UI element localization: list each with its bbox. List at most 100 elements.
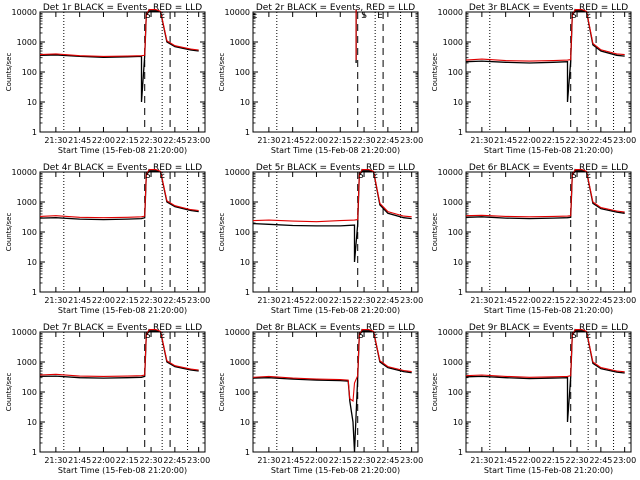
marker-label: E xyxy=(252,11,258,21)
x-tick-label: 22:15 xyxy=(542,136,565,145)
x-tick-label: 21:30 xyxy=(257,136,280,145)
panel-title: Det 8r BLACK = Events, RED = LLD xyxy=(256,323,415,333)
panel-9: Det 9r BLACK = Events, RED = LLD 1 10 100 10… xyxy=(431,323,636,475)
x-tick-label: 21:45 xyxy=(494,296,517,305)
marker-label: E xyxy=(585,11,591,21)
y-tick-label: 10000 xyxy=(225,8,250,17)
y-tick-label: 10000 xyxy=(12,328,37,337)
y-tick-label: 1000 xyxy=(230,198,250,207)
y-tick-label: 1000 xyxy=(230,38,250,47)
x-tick-label: 22:30 xyxy=(353,296,376,305)
y-tick-label: 10 xyxy=(27,98,37,107)
x-tick-label: 21:45 xyxy=(281,456,304,465)
x-tick-label: 21:45 xyxy=(281,136,304,145)
y-axis-label: Counts/sec xyxy=(431,373,439,412)
x-tick-label: 22:15 xyxy=(329,136,352,145)
y-tick-label: 1 xyxy=(458,448,463,457)
marker-label: E xyxy=(372,331,378,341)
x-tick-label: 22:30 xyxy=(140,296,163,305)
panel-title: Det 4r BLACK = Events, RED = LLD xyxy=(43,163,202,173)
x-tick-label: 22:15 xyxy=(116,296,139,305)
y-tick-label: 1000 xyxy=(443,198,463,207)
series-lld-line xyxy=(465,169,625,218)
y-tick-label: 100 xyxy=(448,68,463,77)
plot-frame xyxy=(252,171,419,293)
x-tick-label: 22:30 xyxy=(566,296,589,305)
marker-label: E xyxy=(377,11,383,21)
y-tick-label: 10000 xyxy=(225,328,250,337)
y-tick-label: 1 xyxy=(245,128,250,137)
x-tick-label: 22:00 xyxy=(305,296,328,305)
marker-label: S xyxy=(145,11,151,21)
x-tick-label: 21:45 xyxy=(68,456,91,465)
x-tick-label: 22:15 xyxy=(116,456,139,465)
y-tick-label: 1000 xyxy=(443,358,463,367)
panel-title: Det 5r BLACK = Events, RED = LLD xyxy=(256,163,415,173)
marker-label: E xyxy=(372,171,378,181)
y-tick-label: 10000 xyxy=(12,8,37,17)
x-tick-label: 22:45 xyxy=(163,136,186,145)
panel-7: Det 7r BLACK = Events, RED = LLD 1 10 100 10… xyxy=(5,323,210,475)
x-tick-label: 22:30 xyxy=(353,456,376,465)
x-tick-label: 21:30 xyxy=(44,136,67,145)
x-axis-label: Start Time (15-Feb-08 21:20:00) xyxy=(271,146,400,155)
y-tick-label: 10 xyxy=(27,418,37,427)
x-tick-label: 21:30 xyxy=(44,456,67,465)
marker-label: S xyxy=(145,331,151,341)
x-axis-label: Start Time (15-Feb-08 21:20:00) xyxy=(58,306,187,315)
y-tick-label: 1 xyxy=(32,128,37,137)
series-lld-line xyxy=(39,9,199,57)
x-tick-label: 22:15 xyxy=(542,296,565,305)
y-tick-label: 100 xyxy=(235,228,250,237)
y-axis-label: Counts/sec xyxy=(431,213,439,252)
panel-8: Det 8r BLACK = Events, RED = LLD 1 10 100 10… xyxy=(218,323,423,475)
y-tick-label: 10000 xyxy=(438,328,463,337)
x-tick-label: 21:30 xyxy=(470,136,493,145)
y-axis-label: Counts/sec xyxy=(5,53,13,92)
series-lld-line xyxy=(252,329,412,403)
marker-label: E xyxy=(585,171,591,181)
plot-frame xyxy=(465,171,632,293)
y-tick-label: 1000 xyxy=(17,198,37,207)
plot-frame xyxy=(252,11,419,133)
plot-frame xyxy=(465,331,632,453)
y-axis-label: Counts/sec xyxy=(218,53,226,92)
plot-frame xyxy=(39,331,206,453)
y-tick-label: 100 xyxy=(448,228,463,237)
y-axis-label: Counts/sec xyxy=(431,53,439,92)
x-tick-label: 21:30 xyxy=(257,296,280,305)
marker-label: E xyxy=(159,11,165,21)
x-tick-label: 21:45 xyxy=(68,136,91,145)
x-tick-label: 22:45 xyxy=(163,296,186,305)
x-tick-label: 23:00 xyxy=(613,456,636,465)
plot-frame xyxy=(39,171,206,293)
panel-6: Det 6r BLACK = Events, RED = LLD 1 10 100 10… xyxy=(431,163,636,315)
x-tick-label: 22:45 xyxy=(376,456,399,465)
panel-title: Det 6r BLACK = Events, RED = LLD xyxy=(469,163,628,173)
x-tick-label: 22:30 xyxy=(140,136,163,145)
marker-label: S xyxy=(361,11,367,21)
y-tick-label: 1000 xyxy=(230,358,250,367)
series-lld-line xyxy=(465,329,625,378)
y-tick-label: 10 xyxy=(240,418,250,427)
marker-label: S xyxy=(358,331,364,341)
x-tick-label: 22:45 xyxy=(163,456,186,465)
y-tick-label: 100 xyxy=(235,388,250,397)
x-tick-label: 22:00 xyxy=(518,136,541,145)
x-tick-label: 21:45 xyxy=(68,296,91,305)
y-tick-label: 100 xyxy=(22,68,37,77)
y-axis-label: Counts/sec xyxy=(218,213,226,252)
x-tick-label: 23:00 xyxy=(187,296,210,305)
x-tick-label: 22:30 xyxy=(566,456,589,465)
y-axis-label: Counts/sec xyxy=(5,213,13,252)
panel-2: Det 2r BLACK = Events, RED = LLD 1 10 100 10… xyxy=(218,3,423,155)
marker-label: S xyxy=(571,171,577,181)
x-tick-label: 23:00 xyxy=(400,456,423,465)
y-tick-label: 10 xyxy=(240,258,250,267)
x-axis-label: Start Time (15-Feb-08 21:20:00) xyxy=(484,146,613,155)
x-tick-label: 22:15 xyxy=(329,296,352,305)
y-tick-label: 10 xyxy=(453,98,463,107)
x-tick-label: 23:00 xyxy=(187,136,210,145)
y-tick-label: 10 xyxy=(453,258,463,267)
panel-title: Det 3r BLACK = Events, RED = LLD xyxy=(469,3,628,13)
